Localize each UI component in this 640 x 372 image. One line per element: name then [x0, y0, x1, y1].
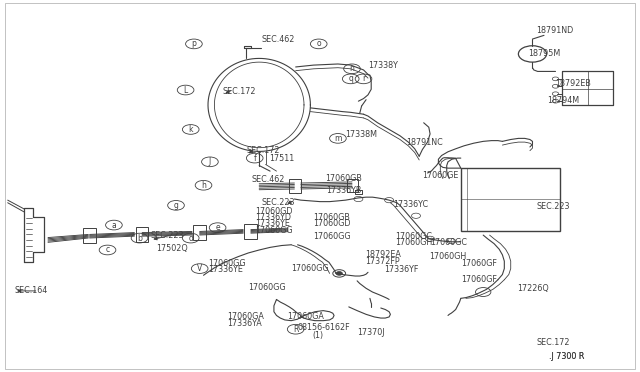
Bar: [244, 224, 257, 239]
Text: 17060GF: 17060GF: [461, 275, 497, 284]
Text: 17060GB: 17060GB: [314, 213, 351, 222]
Text: p: p: [191, 39, 196, 48]
Text: n: n: [349, 64, 355, 73]
Text: d: d: [188, 234, 193, 243]
Text: h: h: [201, 181, 206, 190]
Text: q: q: [348, 74, 353, 83]
Text: 17060GG: 17060GG: [291, 264, 329, 273]
Text: SEC.223: SEC.223: [261, 198, 294, 207]
Text: SEC.223: SEC.223: [536, 202, 570, 211]
Text: a: a: [111, 221, 116, 230]
Text: 17511: 17511: [269, 154, 294, 163]
Text: 17336YD: 17336YD: [255, 213, 291, 222]
Circle shape: [552, 92, 559, 96]
Bar: [136, 227, 148, 242]
Bar: [347, 179, 358, 192]
Text: 17060GG: 17060GG: [248, 283, 286, 292]
Text: 17060GH: 17060GH: [396, 238, 433, 247]
Text: g: g: [173, 201, 179, 210]
Text: 17060GC: 17060GC: [396, 232, 433, 241]
Text: 17060GH: 17060GH: [429, 252, 466, 261]
Text: SEC.164: SEC.164: [14, 286, 47, 295]
Text: SEC.223: SEC.223: [150, 231, 184, 240]
Text: 18792EB: 18792EB: [556, 79, 591, 88]
Circle shape: [447, 238, 456, 244]
Text: R: R: [293, 325, 298, 334]
Text: m: m: [334, 134, 342, 143]
Text: 17060GG: 17060GG: [255, 226, 292, 235]
Text: 18794M: 18794M: [547, 96, 579, 105]
Circle shape: [552, 99, 559, 103]
Text: 17336YB: 17336YB: [326, 186, 362, 195]
Circle shape: [354, 196, 363, 202]
Bar: [461, 168, 560, 231]
Bar: [193, 225, 206, 240]
Text: 17060GG: 17060GG: [208, 259, 246, 267]
Text: 17226Q: 17226Q: [517, 284, 549, 293]
Circle shape: [412, 213, 420, 218]
Text: f: f: [253, 154, 256, 163]
Text: (1): (1): [312, 331, 323, 340]
Text: 17060GE: 17060GE: [422, 171, 459, 180]
Text: 17060GA: 17060GA: [227, 312, 264, 321]
Text: 17336YA: 17336YA: [227, 319, 262, 328]
Text: 18792EA: 18792EA: [365, 250, 401, 259]
Text: SEC.462: SEC.462: [252, 175, 285, 184]
Text: 17338M: 17338M: [346, 130, 378, 139]
Bar: [83, 228, 96, 243]
Text: 17370J: 17370J: [357, 328, 385, 337]
Text: 17060GG: 17060GG: [314, 232, 351, 241]
Text: SEC.172: SEC.172: [223, 87, 256, 96]
Circle shape: [336, 272, 342, 275]
Text: 17060GA: 17060GA: [287, 312, 324, 321]
Text: 18791ND: 18791ND: [536, 26, 573, 35]
Circle shape: [552, 84, 559, 88]
Text: o: o: [316, 39, 321, 48]
Text: 17338Y: 17338Y: [368, 61, 398, 70]
Text: SEC.172: SEC.172: [536, 338, 570, 347]
Text: 17372FP: 17372FP: [365, 257, 399, 266]
Text: 17060GB: 17060GB: [325, 174, 362, 183]
Circle shape: [552, 77, 559, 81]
Text: SEC.172: SEC.172: [246, 146, 280, 155]
Text: 08156-6162F: 08156-6162F: [298, 323, 350, 332]
Circle shape: [426, 236, 435, 241]
Text: 17336YE: 17336YE: [255, 219, 289, 228]
Text: 17502Q: 17502Q: [156, 244, 188, 253]
Text: 17060GD: 17060GD: [314, 219, 351, 228]
Text: b: b: [137, 234, 142, 243]
Text: SEC.462: SEC.462: [261, 35, 294, 44]
Text: c: c: [106, 246, 109, 254]
Circle shape: [385, 198, 394, 203]
Text: 18791NC: 18791NC: [406, 138, 443, 147]
Text: 17060GF: 17060GF: [461, 259, 497, 268]
Bar: [289, 179, 301, 193]
Text: e: e: [215, 223, 220, 232]
Text: 17336YC: 17336YC: [394, 200, 429, 209]
Text: k: k: [188, 125, 193, 134]
Text: 17336YF: 17336YF: [384, 265, 419, 274]
Text: .J 7300 R: .J 7300 R: [549, 352, 584, 361]
Text: 17060GC: 17060GC: [430, 238, 467, 247]
Text: J: J: [209, 157, 211, 166]
Text: 18795M: 18795M: [528, 49, 560, 58]
Text: 17336YE: 17336YE: [208, 265, 243, 274]
Text: V: V: [197, 264, 202, 273]
Text: L: L: [184, 86, 188, 94]
Text: r: r: [362, 74, 365, 83]
Text: .J 7300 R: .J 7300 R: [549, 352, 584, 361]
Text: 17060GD: 17060GD: [255, 207, 292, 216]
